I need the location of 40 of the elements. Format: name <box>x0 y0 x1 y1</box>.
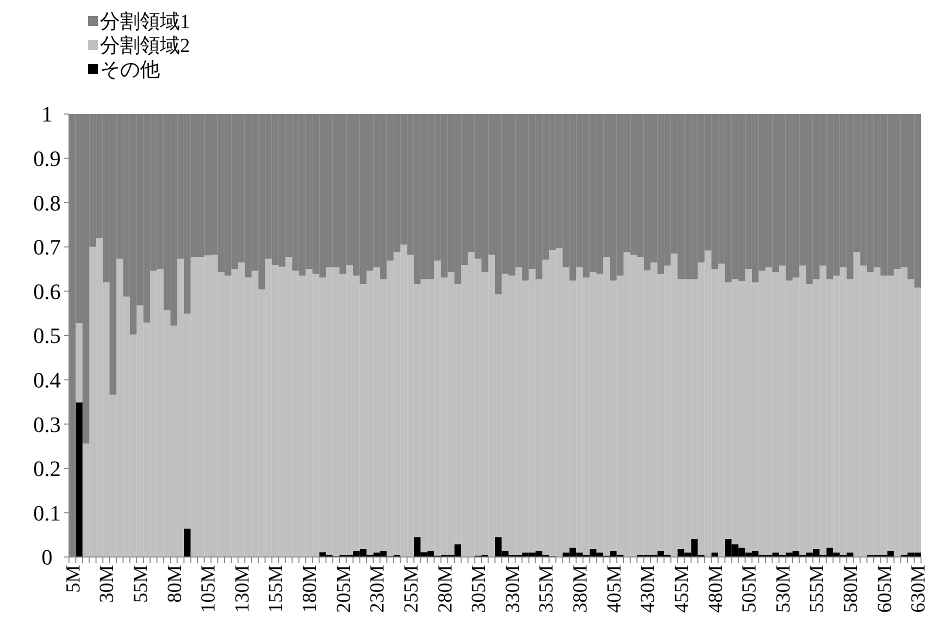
x-tick-label: 205M <box>332 564 355 613</box>
x-tick-label: 30M <box>96 564 118 603</box>
x-tick-label: 430M <box>637 564 660 613</box>
x-tick-label: 130M <box>231 564 254 613</box>
x-tick-label: 330M <box>502 564 524 613</box>
x-tick-label: 355M <box>536 564 558 613</box>
x-tick-label: 505M <box>738 564 761 613</box>
x-tick-label: 255M <box>400 564 422 613</box>
x-tick-label: 80M <box>164 564 186 603</box>
y-tick-label: 0.8 <box>33 190 61 216</box>
x-tick-label: 230M <box>366 564 389 613</box>
y-tick-label: 0.5 <box>33 323 61 348</box>
legend-label: 分割領域1 <box>100 11 190 33</box>
legend-label: その他 <box>100 59 160 81</box>
y-tick-label: 0.4 <box>33 368 61 392</box>
x-tick-label: 580M <box>840 564 862 613</box>
x-tick-label: 280M <box>434 564 456 613</box>
y-tick-label: 1 <box>42 102 52 127</box>
x-tick-label: 480M <box>704 564 727 613</box>
x-tick-label: 305M <box>468 564 490 613</box>
x-tick-label: 180M <box>299 564 322 613</box>
legend-label: 分割領域2 <box>100 35 190 57</box>
x-tick-label: 105M <box>198 564 220 613</box>
x-tick-label: 55M <box>130 564 152 603</box>
x-tick-label: 5M <box>62 564 84 593</box>
y-tick-label: 0.1 <box>33 500 61 526</box>
x-tick-label: 555M <box>806 564 828 613</box>
x-tick-label: 530M <box>772 564 794 613</box>
y-tick-label: 0.3 <box>33 412 61 437</box>
x-tick-label: 605M <box>874 564 896 613</box>
y-tick-label: 0.7 <box>33 234 61 260</box>
x-tick-label: 630M <box>908 564 928 613</box>
y-tick-label: 0 <box>42 544 52 570</box>
x-tick-label: 405M <box>603 564 626 613</box>
x-tick-label: 155M <box>265 564 288 613</box>
y-tick-label: 0.9 <box>33 146 61 171</box>
x-tick-label: 380M <box>570 564 592 613</box>
y-tick-label: 0.2 <box>33 456 61 482</box>
y-tick-label: 0.6 <box>33 278 61 304</box>
x-tick-label: 455M <box>670 564 693 613</box>
